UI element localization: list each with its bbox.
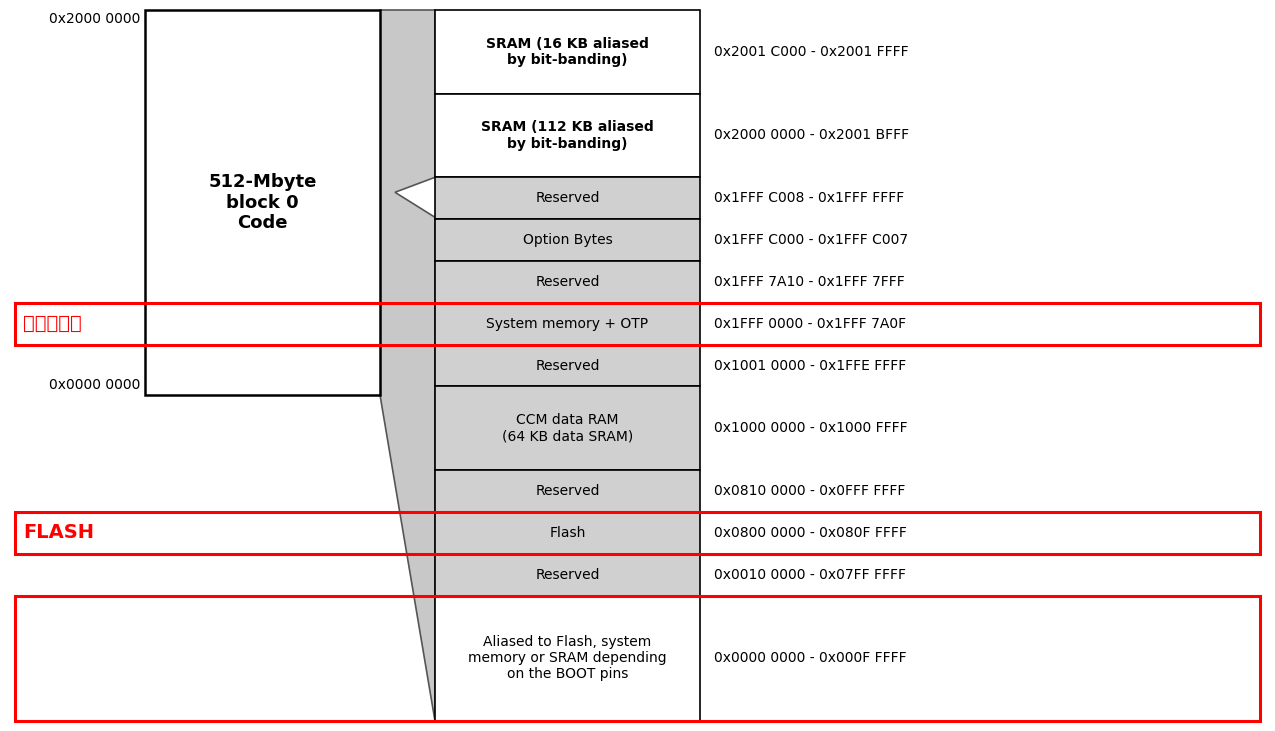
Bar — [435, 178, 700, 219]
Text: 0x1FFF 7A10 - 0x1FFF 7FFF: 0x1FFF 7A10 - 0x1FFF 7FFF — [714, 275, 905, 289]
Bar — [435, 261, 700, 303]
Text: 系统存储区: 系统存储区 — [23, 314, 82, 333]
Bar — [435, 10, 700, 94]
Text: Flash: Flash — [550, 526, 585, 539]
Bar — [435, 512, 700, 553]
Text: SRAM (112 KB aliased
by bit-banding): SRAM (112 KB aliased by bit-banding) — [481, 121, 654, 151]
Text: 512-Mbyte
block 0
Code: 512-Mbyte block 0 Code — [208, 173, 316, 232]
Bar — [435, 470, 700, 512]
Bar — [435, 553, 700, 596]
Bar — [435, 596, 700, 721]
Text: Reserved: Reserved — [536, 358, 599, 373]
Text: Reserved: Reserved — [536, 484, 599, 498]
Text: 0x0000 0000: 0x0000 0000 — [48, 378, 140, 392]
Text: Aliased to Flash, system
memory or SRAM depending
on the BOOT pins: Aliased to Flash, system memory or SRAM … — [468, 635, 667, 681]
Bar — [15, 303, 1260, 344]
Bar — [435, 219, 700, 261]
Text: 0x0000 0000 - 0x000F FFFF: 0x0000 0000 - 0x000F FFFF — [714, 651, 907, 665]
Text: 0x2000 0000: 0x2000 0000 — [48, 12, 140, 26]
Polygon shape — [380, 10, 435, 721]
Bar — [435, 387, 700, 470]
Bar — [435, 344, 700, 387]
Bar — [15, 596, 1260, 721]
Text: 0x1FFF C000 - 0x1FFF C007: 0x1FFF C000 - 0x1FFF C007 — [714, 233, 908, 247]
Text: 0x1FFF FFFF: 0x1FFF FFFF — [54, 0, 140, 2]
Text: CCM data RAM
(64 KB data SRAM): CCM data RAM (64 KB data SRAM) — [502, 413, 634, 443]
Text: Reserved: Reserved — [536, 567, 599, 582]
Text: 0x1000 0000 - 0x1000 FFFF: 0x1000 0000 - 0x1000 FFFF — [714, 421, 908, 435]
Bar — [15, 512, 1260, 553]
Text: 0x0800 0000 - 0x080F FFFF: 0x0800 0000 - 0x080F FFFF — [714, 526, 907, 539]
Bar — [145, 10, 380, 395]
Text: 0x1001 0000 - 0x1FFE FFFF: 0x1001 0000 - 0x1FFE FFFF — [714, 358, 907, 373]
Text: 0x1FFF C008 - 0x1FFF FFFF: 0x1FFF C008 - 0x1FFF FFFF — [714, 192, 904, 205]
Bar — [435, 303, 700, 344]
Text: 0x2001 C000 - 0x2001 FFFF: 0x2001 C000 - 0x2001 FFFF — [714, 45, 909, 58]
Text: 0x2000 0000 - 0x2001 BFFF: 0x2000 0000 - 0x2001 BFFF — [714, 129, 909, 143]
Text: SRAM (16 KB aliased
by bit-banding): SRAM (16 KB aliased by bit-banding) — [486, 37, 649, 67]
Text: 0x1FFF 0000 - 0x1FFF 7A0F: 0x1FFF 0000 - 0x1FFF 7A0F — [714, 317, 907, 330]
Bar — [435, 94, 700, 178]
Text: FLASH: FLASH — [23, 523, 94, 542]
Text: Option Bytes: Option Bytes — [523, 233, 612, 247]
Text: Reserved: Reserved — [536, 192, 599, 205]
Text: 0x0010 0000 - 0x07FF FFFF: 0x0010 0000 - 0x07FF FFFF — [714, 567, 907, 582]
Text: 0x0810 0000 - 0x0FFF FFFF: 0x0810 0000 - 0x0FFF FFFF — [714, 484, 905, 498]
Text: System memory + OTP: System memory + OTP — [487, 317, 649, 330]
Text: Reserved: Reserved — [536, 275, 599, 289]
